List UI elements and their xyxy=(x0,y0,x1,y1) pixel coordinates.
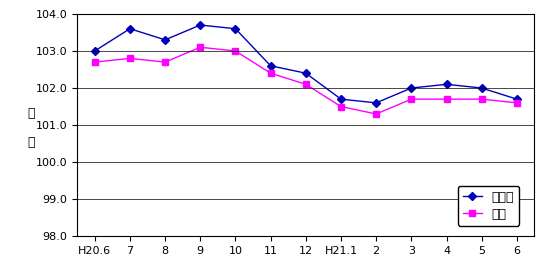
津市 xyxy=(232,49,239,53)
津市 xyxy=(338,105,344,108)
津市 xyxy=(197,46,203,49)
津市 xyxy=(162,60,169,64)
津市 xyxy=(127,57,133,60)
津市 xyxy=(443,98,450,101)
三重県 xyxy=(232,27,239,30)
三重県 xyxy=(91,49,98,53)
三重県 xyxy=(267,64,274,68)
津市 xyxy=(302,83,309,86)
Text: 数: 数 xyxy=(28,136,35,149)
Text: 指: 指 xyxy=(28,108,35,120)
三重県 xyxy=(302,71,309,75)
三重県 xyxy=(162,38,169,41)
Legend: 三重県, 津市: 三重県, 津市 xyxy=(458,186,519,226)
三重県 xyxy=(373,101,380,105)
津市 xyxy=(478,98,485,101)
津市 xyxy=(408,98,415,101)
Line: 三重県: 三重県 xyxy=(92,22,520,106)
三重県 xyxy=(478,86,485,90)
Line: 津市: 津市 xyxy=(92,44,520,117)
津市 xyxy=(267,71,274,75)
三重県 xyxy=(514,98,520,101)
三重県 xyxy=(408,86,415,90)
津市 xyxy=(91,60,98,64)
三重県 xyxy=(127,27,133,30)
津市 xyxy=(373,112,380,116)
三重県 xyxy=(338,98,344,101)
三重県 xyxy=(443,83,450,86)
津市 xyxy=(514,101,520,105)
三重県 xyxy=(197,23,203,27)
